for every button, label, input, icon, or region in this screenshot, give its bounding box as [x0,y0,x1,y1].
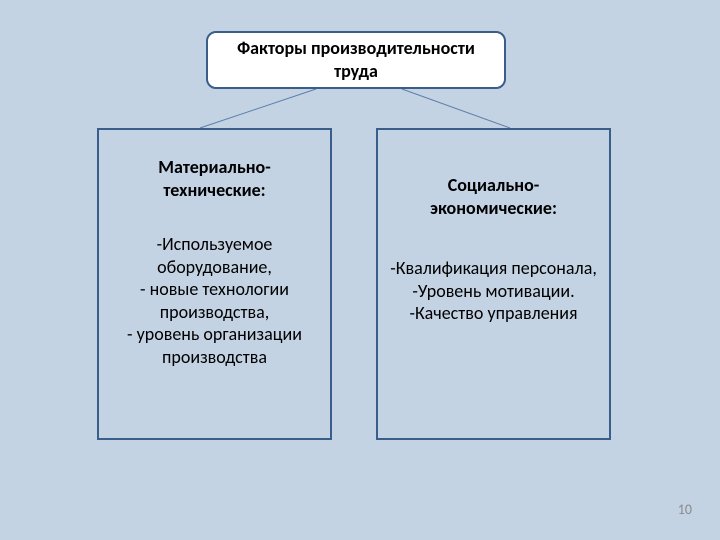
right-branch-body: -Квалификация персонала, -Уровень мотива… [378,251,609,331]
left-branch-box: Материально-технические: -Используемое о… [97,128,332,440]
right-branch-heading: Социально-экономические: [378,130,609,225]
slide-canvas: Факторы производительности труда Материа… [0,0,720,540]
connector-left [200,89,316,128]
left-branch-body: -Используемое оборудование, - новые техн… [99,227,330,374]
right-branch-box: Социально-экономические: -Квалификация п… [376,128,611,440]
connector-right [402,89,510,128]
root-title: Факторы производительности труда [208,33,504,88]
page-number: 10 [678,501,692,518]
root-box: Факторы производительности труда [206,31,506,89]
left-branch-heading: Материально-технические: [99,130,330,207]
